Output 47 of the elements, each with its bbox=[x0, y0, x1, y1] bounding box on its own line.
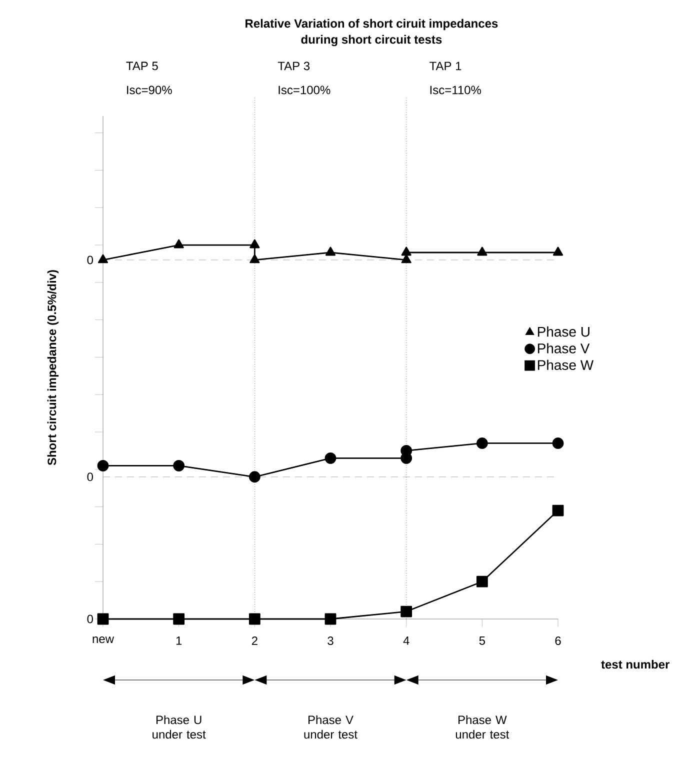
legend-label: Phase V bbox=[538, 343, 590, 354]
point bbox=[173, 613, 185, 625]
x-tick-label: new bbox=[92, 636, 114, 644]
point bbox=[248, 613, 260, 625]
legend-label: Phase W bbox=[538, 360, 594, 370]
point bbox=[552, 504, 564, 516]
point bbox=[476, 576, 488, 588]
point bbox=[98, 254, 108, 264]
text: 0 bbox=[87, 472, 94, 482]
point bbox=[324, 452, 336, 464]
text: Isc=90% bbox=[127, 86, 172, 94]
point bbox=[248, 471, 260, 483]
point bbox=[401, 246, 412, 256]
point bbox=[97, 613, 109, 625]
text: TAP 3 bbox=[278, 62, 310, 70]
point bbox=[174, 239, 184, 248]
x-tick-label: 6 bbox=[555, 636, 561, 646]
point bbox=[400, 606, 412, 618]
x-tick-label: 2 bbox=[252, 636, 258, 645]
x-tick-label: 4 bbox=[403, 636, 410, 645]
point bbox=[401, 254, 412, 264]
point bbox=[476, 438, 488, 449]
x-tick-label: 3 bbox=[328, 636, 334, 646]
text: Phase W under test bbox=[456, 715, 510, 739]
y-axis-title: Short circuit impedance (0.5%/div) bbox=[47, 270, 59, 466]
point bbox=[325, 246, 336, 256]
text: 0 bbox=[87, 256, 94, 264]
text: 0 bbox=[87, 614, 94, 624]
point bbox=[250, 239, 260, 248]
x-tick-label: 5 bbox=[479, 636, 485, 645]
text: Phase V under test bbox=[304, 715, 358, 739]
point bbox=[97, 460, 109, 472]
point bbox=[477, 246, 488, 256]
point bbox=[552, 246, 564, 256]
text: Phase U under test bbox=[152, 715, 206, 739]
point bbox=[552, 438, 564, 449]
chart-title: Relative Variation of short ciruit impedances during short circuit tests bbox=[246, 18, 498, 46]
x-tick-label: 1 bbox=[176, 636, 182, 645]
text: TAP 5 bbox=[126, 62, 158, 70]
text: Isc=110% bbox=[430, 86, 481, 94]
point bbox=[324, 613, 336, 625]
x-axis-title: test number bbox=[601, 660, 670, 669]
text: Isc=100% bbox=[278, 86, 330, 94]
point bbox=[173, 460, 185, 472]
point bbox=[250, 254, 260, 264]
legend-label: Phase U bbox=[538, 326, 590, 337]
text: TAP 1 bbox=[430, 62, 462, 70]
